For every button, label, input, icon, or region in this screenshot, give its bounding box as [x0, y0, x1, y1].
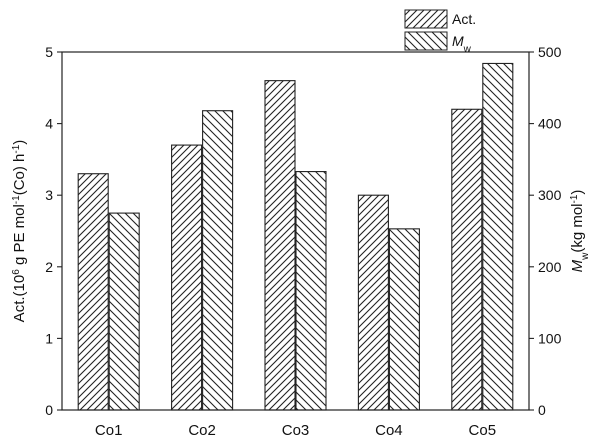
- bar-co1-act: [77, 173, 109, 411]
- bar-co5-act: [451, 108, 483, 411]
- y-left-label-mid: g PE mol: [11, 204, 28, 269]
- legend-swatch-mw: [404, 31, 448, 51]
- bars-group: [77, 62, 514, 411]
- legend-label-mw: Mw: [452, 33, 472, 55]
- y-left-axis-label: Act.(106 g PE mol-1(Co) h-1): [11, 140, 29, 323]
- y-right-label-sup: -1: [569, 194, 580, 203]
- left-axis-tick-label: 2: [45, 259, 53, 275]
- legend: Act. Mw: [404, 9, 476, 55]
- category-label-co3: Co3: [282, 422, 310, 439]
- right-axis-tick-label: 300: [538, 187, 562, 203]
- category-label-co2: Co2: [188, 422, 216, 439]
- legend-label-mw-sub: w: [463, 44, 472, 55]
- bar-co5-mw: [482, 62, 514, 411]
- category-label-co1: Co1: [95, 422, 123, 439]
- y-left-label-main: Act.(10: [11, 275, 28, 323]
- left-axis-tick-label: 0: [45, 402, 53, 418]
- left-axis-ticks: 0 1 2 3 4 5: [45, 44, 62, 418]
- category-labels: Co1 Co2 Co3 Co4 Co5: [95, 422, 496, 439]
- left-axis-tick-label: 4: [45, 116, 53, 132]
- y-left-label-end: ): [11, 140, 28, 145]
- bar-co4-act: [357, 194, 389, 411]
- right-axis-tick-label: 500: [538, 44, 562, 60]
- y-left-label-mid2: (Co) h: [11, 154, 28, 196]
- legend-label-act: Act.: [452, 11, 476, 27]
- bar-co2-mw: [202, 110, 234, 411]
- right-axis-tick-label: 0: [538, 402, 546, 418]
- bar-co1-mw: [108, 212, 140, 411]
- legend-label-mw-italic: M: [452, 33, 464, 49]
- category-label-co4: Co4: [375, 422, 403, 439]
- right-axis-ticks: 0 100 200 300 400 500: [529, 44, 562, 418]
- right-axis-tick-label: 100: [538, 330, 562, 346]
- bar-co3-mw: [295, 171, 327, 411]
- left-axis-tick-label: 1: [45, 330, 53, 346]
- right-axis-tick-label: 200: [538, 259, 562, 275]
- left-axis-tick-label: 5: [45, 44, 53, 60]
- y-right-label-sub: w: [580, 252, 591, 261]
- y-left-label-sup3: -1: [11, 144, 22, 153]
- left-axis-tick-label: 3: [45, 187, 53, 203]
- y-left-label-sup1: 6: [11, 269, 22, 275]
- bar-co4-mw: [388, 228, 420, 411]
- bar-co2-act: [171, 144, 203, 411]
- category-label-co5: Co5: [469, 422, 497, 439]
- y-left-label-sup2: -1: [11, 195, 22, 204]
- right-axis-tick-label: 400: [538, 116, 562, 132]
- y-right-label-rest: (kg mol: [569, 203, 586, 252]
- y-right-axis-label: Mw(kg mol-1): [569, 190, 591, 273]
- y-right-label-italic: M: [569, 259, 586, 272]
- y-right-label-end: ): [569, 190, 586, 195]
- legend-swatch-act: [404, 9, 448, 29]
- bar-co3-act: [264, 80, 296, 411]
